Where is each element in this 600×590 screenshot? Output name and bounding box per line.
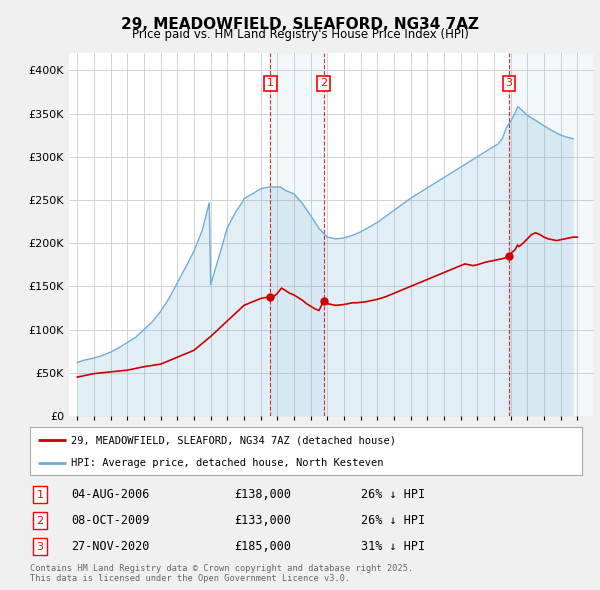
Text: Price paid vs. HM Land Registry's House Price Index (HPI): Price paid vs. HM Land Registry's House … — [131, 28, 469, 41]
Text: 2: 2 — [37, 516, 43, 526]
Text: 08-OCT-2009: 08-OCT-2009 — [71, 514, 150, 527]
Text: 3: 3 — [37, 542, 43, 552]
Text: 2: 2 — [320, 78, 327, 88]
Text: 26% ↓ HPI: 26% ↓ HPI — [361, 488, 425, 501]
Text: 04-AUG-2006: 04-AUG-2006 — [71, 488, 150, 501]
Text: £138,000: £138,000 — [234, 488, 291, 501]
Text: 31% ↓ HPI: 31% ↓ HPI — [361, 540, 425, 553]
Text: £185,000: £185,000 — [234, 540, 291, 553]
Text: 29, MEADOWFIELD, SLEAFORD, NG34 7AZ: 29, MEADOWFIELD, SLEAFORD, NG34 7AZ — [121, 17, 479, 31]
Text: 1: 1 — [267, 78, 274, 88]
Bar — [509, 53, 594, 416]
Text: 1: 1 — [37, 490, 43, 500]
Bar — [271, 53, 323, 416]
Text: 3: 3 — [505, 78, 512, 88]
Text: 27-NOV-2020: 27-NOV-2020 — [71, 540, 150, 553]
Text: 29, MEADOWFIELD, SLEAFORD, NG34 7AZ (detached house): 29, MEADOWFIELD, SLEAFORD, NG34 7AZ (det… — [71, 435, 397, 445]
Text: Contains HM Land Registry data © Crown copyright and database right 2025.
This d: Contains HM Land Registry data © Crown c… — [30, 563, 413, 583]
Text: HPI: Average price, detached house, North Kesteven: HPI: Average price, detached house, Nort… — [71, 458, 384, 468]
Text: 26% ↓ HPI: 26% ↓ HPI — [361, 514, 425, 527]
Text: £133,000: £133,000 — [234, 514, 291, 527]
